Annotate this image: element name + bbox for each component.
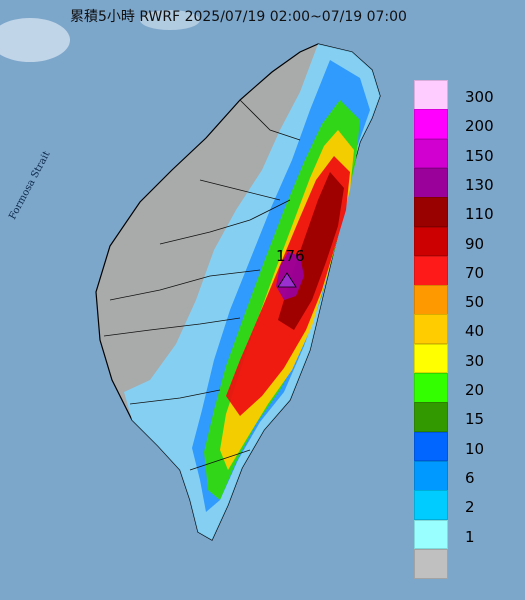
peak-marker-icon xyxy=(277,272,297,288)
legend-swatch xyxy=(414,285,448,315)
legend-swatch xyxy=(414,402,448,433)
legend-swatch xyxy=(414,314,448,345)
legend-swatch xyxy=(414,226,448,257)
cloud xyxy=(0,18,70,62)
legend-label: 130 xyxy=(465,175,494,194)
legend-swatch xyxy=(414,255,448,286)
legend-label: 20 xyxy=(465,381,485,399)
legend-swatch xyxy=(414,373,448,403)
legend-label: 6 xyxy=(465,468,475,487)
legend-swatch xyxy=(414,519,448,550)
legend-label: 90 xyxy=(465,234,485,253)
legend-label: 110 xyxy=(465,205,494,224)
map-title: 累積5小時 RWRF 2025/07/19 02:00~07/19 07:00 xyxy=(70,9,407,25)
legend-swatch xyxy=(414,109,448,140)
legend-label: 50 xyxy=(465,293,485,312)
legend-label: 70 xyxy=(465,263,485,282)
legend-label: 15 xyxy=(465,410,485,429)
legend-swatch xyxy=(414,460,448,491)
legend-swatch xyxy=(414,138,448,169)
legend-label: 150 xyxy=(465,146,494,165)
legend-swatch xyxy=(414,548,448,579)
legend-label: 30 xyxy=(465,351,485,370)
legend-label: 10 xyxy=(465,439,485,458)
legend-swatch xyxy=(414,343,448,374)
peak-value-label: 176 xyxy=(276,247,305,265)
rain-purple xyxy=(276,252,304,300)
cloud xyxy=(140,10,200,30)
legend-swatch xyxy=(414,80,448,110)
legend-label: 200 xyxy=(465,117,494,136)
legend-label: 2 xyxy=(465,498,475,517)
legend-swatch xyxy=(414,490,448,520)
legend-swatch xyxy=(414,197,448,227)
legend-label: 40 xyxy=(465,322,485,341)
legend-swatch xyxy=(414,167,448,198)
legend-swatch xyxy=(414,431,448,462)
county-lines xyxy=(103,99,301,471)
legend-label: 300 xyxy=(465,88,494,106)
legend-label: 1 xyxy=(465,527,475,546)
